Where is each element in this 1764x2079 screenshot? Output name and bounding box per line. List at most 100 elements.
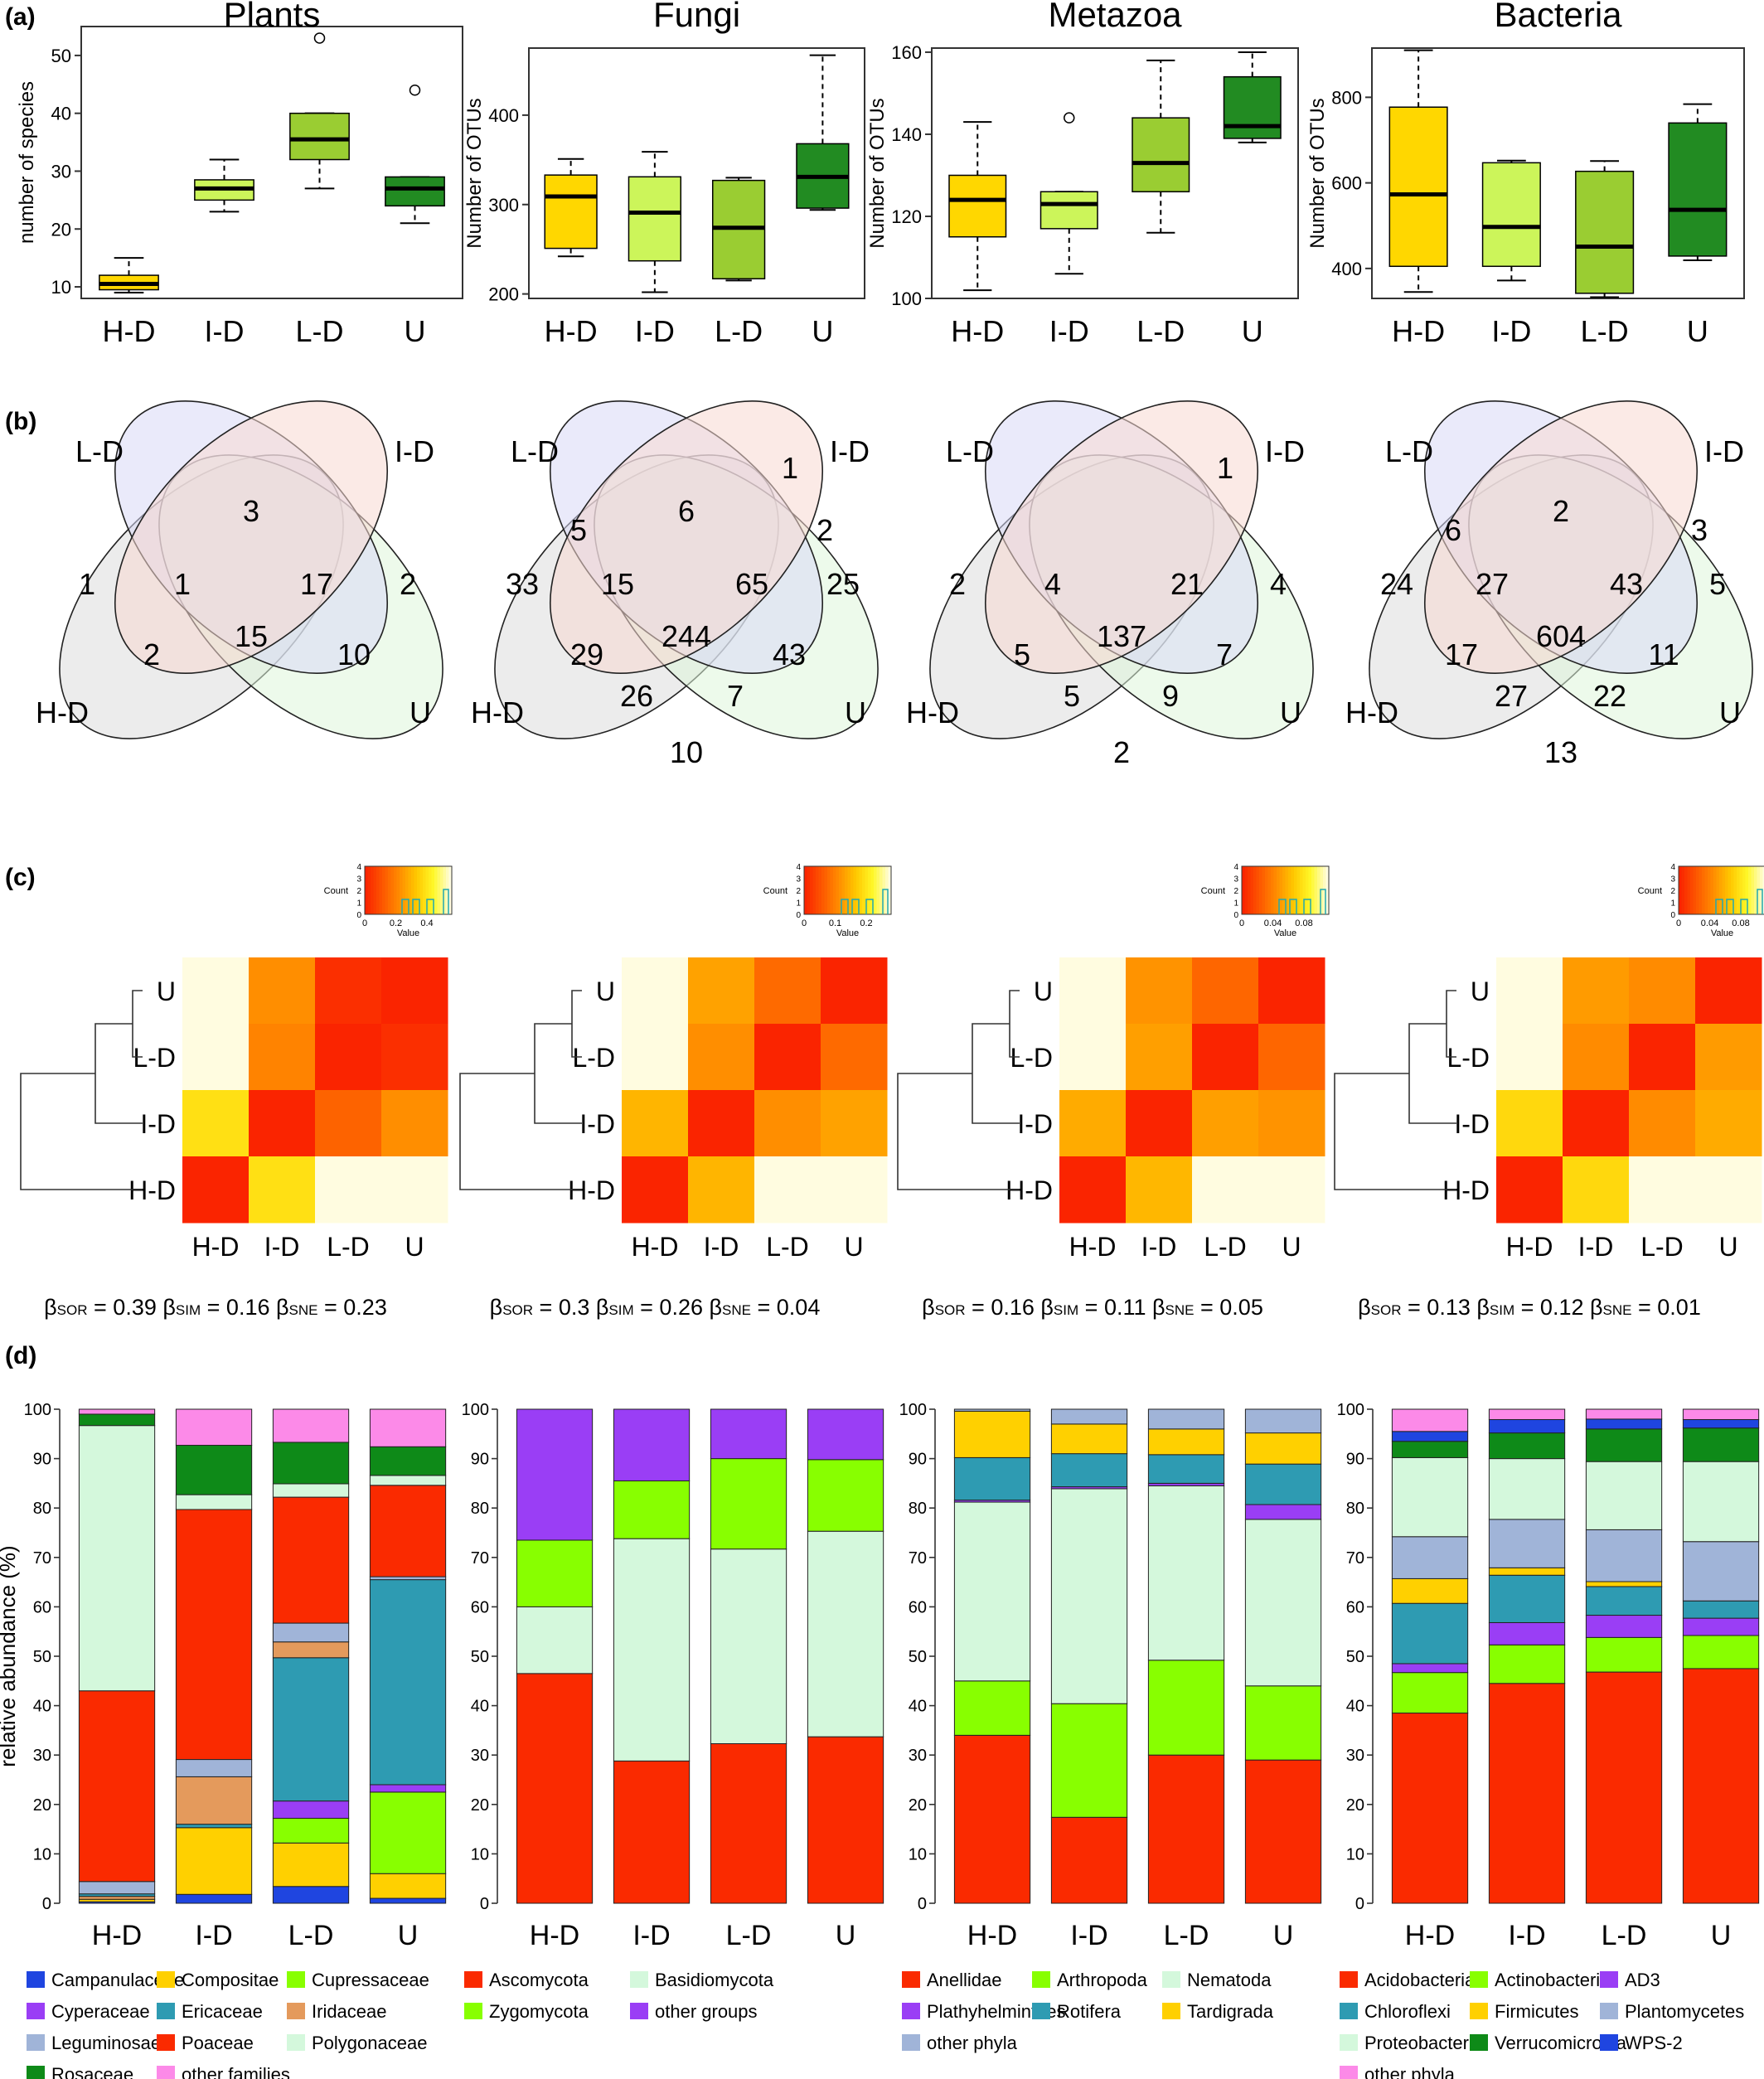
venn-label-ld: L-D — [946, 434, 994, 468]
color-key-step — [376, 866, 380, 914]
col-label: U — [1282, 1232, 1301, 1262]
col-label: U — [1718, 1232, 1737, 1262]
color-key-step — [1722, 866, 1726, 914]
box — [628, 176, 682, 262]
x-tick-label: H-D — [951, 314, 1004, 348]
venn-count: 26 — [620, 679, 653, 713]
color-key-step — [1253, 866, 1257, 914]
beta-text: 0.11 — [1104, 1295, 1146, 1320]
key-y-tick-label: 1 — [1670, 899, 1675, 909]
legend-swatch — [630, 2003, 648, 2019]
beta-text: = — [634, 1295, 660, 1320]
venn-count: 25 — [826, 567, 860, 601]
y-tick-label: 10 — [33, 1845, 51, 1863]
y-tick-label: 30 — [33, 1747, 51, 1765]
bar-segment — [1244, 1463, 1322, 1505]
key-tick-label: 0.2 — [860, 918, 872, 928]
bar-segment — [272, 1800, 350, 1819]
legend-label: Basidiomycota — [655, 1970, 774, 1990]
bar-segment — [369, 1791, 447, 1874]
color-key-step — [1314, 866, 1318, 914]
color-key-step — [876, 866, 880, 914]
beta-text: β — [269, 1295, 288, 1320]
bar-segment — [516, 1673, 594, 1904]
color-key-step — [1751, 866, 1755, 914]
heatmap-cell — [1695, 1024, 1762, 1091]
col-label: L-D — [1204, 1232, 1247, 1262]
beta-text: β — [490, 1295, 503, 1320]
color-key-step — [411, 866, 414, 914]
legend-swatch — [1470, 2034, 1488, 2051]
legend-swatch — [157, 2034, 175, 2051]
bar-segment — [1147, 1428, 1225, 1456]
heatmap-cell — [622, 1156, 689, 1224]
color-key-step — [400, 866, 403, 914]
color-key-step — [1702, 866, 1705, 914]
x-tick-label: I-D — [1508, 1920, 1545, 1951]
y-tick-label: 30 — [1346, 1747, 1364, 1765]
y-tick-label: 100 — [891, 288, 922, 309]
heatmap-cell — [1496, 1156, 1563, 1224]
key-y-tick-label: 3 — [1233, 875, 1238, 884]
outlier-point — [1064, 112, 1075, 124]
heatmap-cell — [315, 1090, 382, 1157]
legend-label: Chloroflexi — [1364, 2001, 1451, 2022]
key-y-tick-label: 0 — [1670, 911, 1675, 920]
heatmap-cell — [249, 1156, 316, 1224]
heatmap-cell — [1695, 957, 1762, 1025]
dendrogram — [459, 990, 582, 1190]
venn-count: 5 — [570, 513, 587, 547]
venn-label-id: I-D — [1265, 434, 1305, 468]
bar-segment — [175, 1494, 253, 1510]
key-x-label: Value — [1274, 928, 1296, 938]
bar-segment — [369, 1475, 447, 1486]
heatmap-cell — [688, 1156, 755, 1224]
beta-text: β — [703, 1295, 722, 1320]
venn-count: 3 — [243, 494, 259, 528]
color-key-step — [1679, 866, 1682, 914]
bar-segment — [1682, 1408, 1760, 1421]
beta-text: 0.23 — [343, 1295, 387, 1320]
color-key-step — [862, 866, 865, 914]
heatmap-cell — [688, 1024, 755, 1091]
bar-segment — [1050, 1408, 1128, 1425]
chart-title: Plants — [224, 0, 321, 34]
bar-segment — [272, 1408, 350, 1443]
color-key-histogram — [1278, 889, 1326, 914]
y-tick-label: 100 — [24, 1401, 51, 1419]
stacked-bar-chart-fungi: 0 10 20 30 40 50 60 70 80 90 100 H-D I-D L-D U Ascomyco… — [462, 1401, 884, 2022]
col-label: L-D — [327, 1232, 370, 1262]
color-key-step — [1713, 866, 1717, 914]
color-key-step — [408, 866, 412, 914]
key-tick-label: 0 — [1676, 918, 1681, 928]
x-tick-label: L-D — [1581, 314, 1629, 348]
x-tick-label: U — [836, 1920, 856, 1951]
bar-segment — [369, 1784, 447, 1793]
bar-segment — [272, 1622, 350, 1643]
color-key-step — [431, 866, 435, 914]
bar-segment — [613, 1538, 691, 1762]
venn-label-hd: H-D — [471, 695, 524, 729]
plot-frame — [931, 47, 1299, 299]
heatmap-cell — [1258, 1024, 1325, 1091]
beta-text: 0.39 — [113, 1295, 157, 1320]
legend-label: other families — [182, 2064, 290, 2079]
beta-text: = — [201, 1295, 226, 1320]
beta-subscript: SNE — [722, 1302, 751, 1318]
heatmap-cell — [821, 957, 888, 1025]
bar-segment — [1244, 1519, 1322, 1687]
venn-count: 2 — [400, 567, 416, 601]
venn-label-ld: L-D — [511, 434, 559, 468]
bar-segment — [1147, 1660, 1225, 1756]
x-tick-label: L-D — [288, 1920, 334, 1951]
x-tick-label: I-D — [635, 314, 675, 348]
legend-swatch — [27, 1971, 45, 1988]
y-tick-label: 60 — [1346, 1598, 1364, 1616]
bar-segment — [78, 1413, 156, 1427]
heatmap-cell — [249, 1090, 316, 1157]
heatmap-cell — [1192, 1024, 1259, 1091]
bar-segment — [175, 1824, 253, 1829]
outlier-point — [313, 32, 326, 44]
